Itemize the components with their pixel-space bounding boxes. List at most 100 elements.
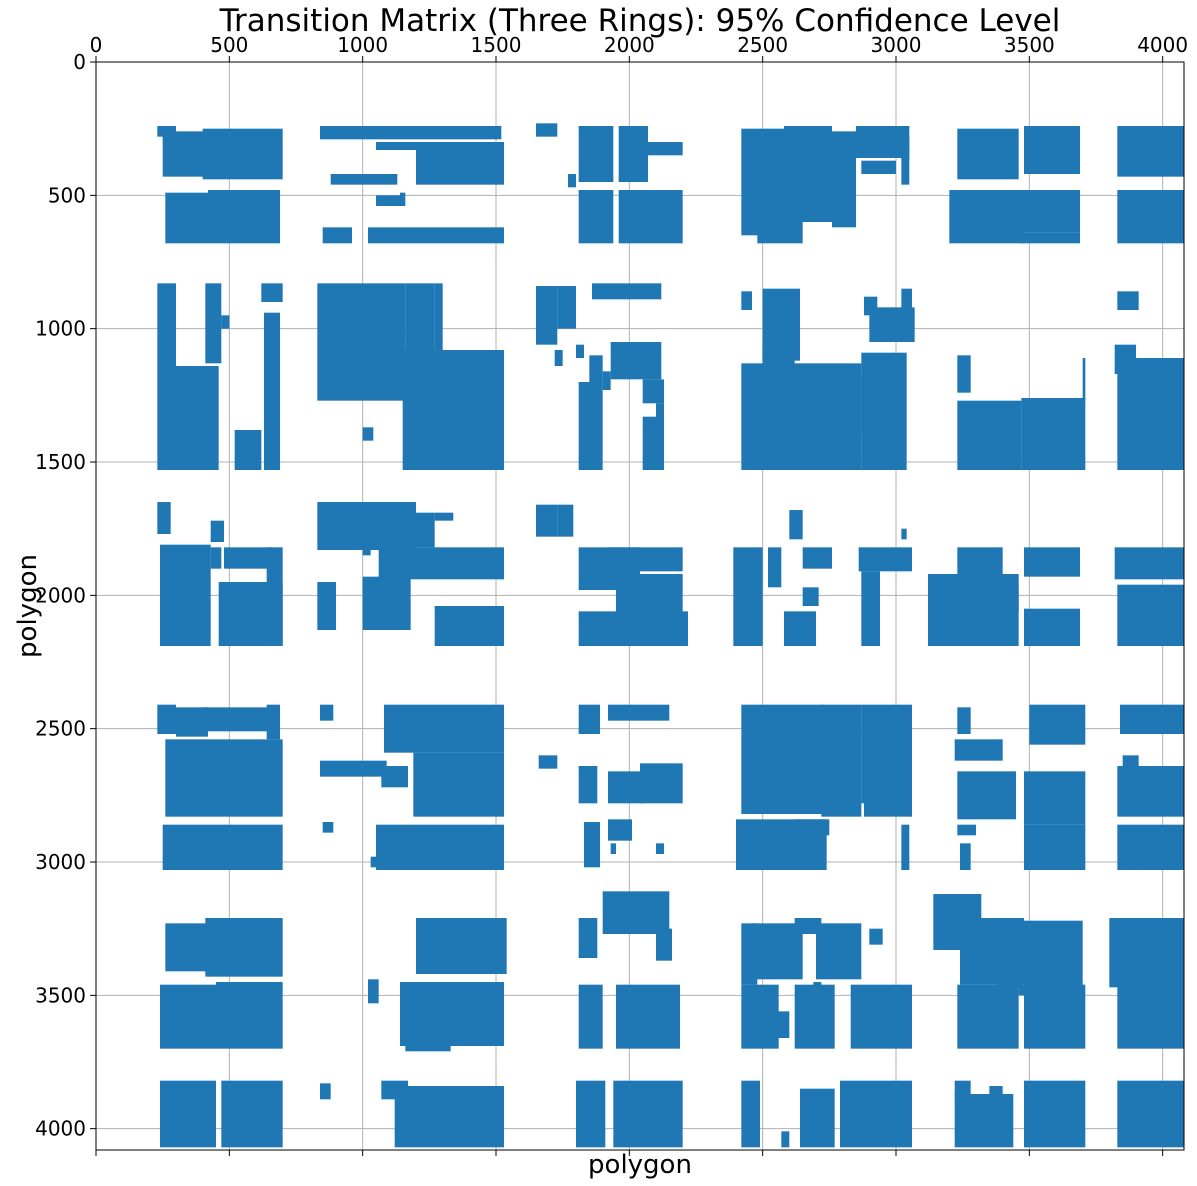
- scatter-region-0-185: [794, 984, 835, 1049]
- x-tick-label: 2500: [737, 33, 788, 57]
- scatter-region-0-43: [434, 283, 443, 356]
- scatter-region-0-31: [1021, 232, 1080, 244]
- scatter-region-0-53: [602, 371, 611, 390]
- scatter-region-0-119: [320, 704, 334, 721]
- scatter-region-0-170: [578, 984, 603, 1049]
- y-axis-ticks: 0 500 1000 1500 2000 2500 3000 3500 4000: [35, 50, 96, 1141]
- scatter-region-0-6: [376, 142, 430, 150]
- scatter-region-0-113: [157, 704, 176, 734]
- scatter-region-0-96: [616, 574, 683, 646]
- scatter-region-0-142: [861, 704, 912, 804]
- scatter-region-0-134: [640, 763, 683, 804]
- scatter-region-0-203: [954, 1094, 1014, 1148]
- scatter-region-0-200: [800, 1088, 835, 1148]
- scatter-region-0-201: [840, 1080, 912, 1148]
- scatter-region-0-181: [997, 971, 1022, 988]
- scatter-region-0-45: [362, 427, 374, 441]
- scatter-region-0-195: [394, 1086, 504, 1148]
- scatter-region-0-50: [578, 382, 603, 470]
- scatter-region-0-36: [205, 283, 222, 364]
- scatter-region-0-144: [901, 824, 910, 870]
- scatter-region-0-175: [816, 923, 862, 980]
- scatter-region-0-98: [733, 547, 763, 646]
- scatter-region-0-85: [317, 582, 336, 630]
- scatter-region-0-120: [320, 760, 387, 777]
- scatter-region-0-39: [261, 283, 283, 302]
- y-tick-label: 4000: [35, 1117, 86, 1141]
- scatter-region-0-54: [610, 342, 662, 380]
- scatter-region-0-35: [165, 366, 219, 470]
- scatter-region-0-26: [901, 136, 910, 185]
- scatter-region-0-15: [578, 126, 614, 182]
- scatter-region-0-138: [741, 704, 824, 814]
- scatter-region-0-25: [861, 160, 896, 174]
- scatter-region-0-187: [957, 984, 1019, 1049]
- scatter-region-0-74: [1117, 358, 1184, 470]
- scatter-region-0-197: [613, 1080, 683, 1148]
- scatter-region-0-95: [608, 547, 683, 572]
- scatter-region-0-149: [960, 843, 971, 870]
- scatter-region-0-83: [416, 512, 435, 548]
- scatter-region-0-30: [1024, 190, 1080, 233]
- scatter-region-0-100: [802, 547, 832, 569]
- scatter-region-0-171: [616, 984, 680, 1049]
- scatter-region-0-101: [784, 611, 816, 646]
- scatter-region-0-11: [322, 227, 352, 244]
- scatter-region-0-103: [858, 547, 912, 572]
- scatter-region-0-44: [402, 350, 504, 470]
- scatter-region-0-105: [901, 528, 907, 540]
- scatter-region-0-29: [1024, 126, 1080, 174]
- scatter-region-0-108: [997, 584, 1019, 612]
- scatter-region-0-111: [1114, 547, 1184, 580]
- x-tick-label: 0: [90, 33, 103, 57]
- scatter-region-0-193: [320, 1083, 331, 1100]
- scatter-region-0-129: [578, 704, 600, 734]
- scatter-region-0-117: [266, 704, 280, 740]
- scatter-region-0-166: [405, 1038, 451, 1052]
- scatter-region-0-148: [957, 824, 976, 836]
- scatter-region-0-48: [554, 350, 563, 366]
- scatter-region-0-157: [1122, 856, 1139, 868]
- scatter-region-0-191: [160, 1080, 216, 1148]
- scatter-region-0-109: [1024, 547, 1080, 577]
- scatter-region-0-102: [802, 587, 819, 606]
- scatter-region-0-55: [642, 379, 664, 404]
- scatter-region-0-136: [656, 843, 664, 854]
- x-tick-label: 4000: [1137, 33, 1188, 57]
- scatter-region-0-189: [1024, 984, 1086, 1049]
- scatter-region-0-121: [384, 704, 504, 753]
- scatter-region-0-89: [434, 606, 504, 646]
- y-tick-label: 0: [73, 50, 86, 74]
- scatter-region-0-90: [469, 624, 494, 638]
- scatter-region-0-52: [592, 283, 662, 300]
- scatter-region-0-125: [322, 822, 334, 833]
- scatter-region-0-86: [362, 542, 371, 556]
- x-tick-label: 1500: [471, 33, 522, 57]
- scatter-region-0-165: [400, 982, 504, 1046]
- scatter-region-0-8: [416, 142, 504, 185]
- scatter-region-0-12: [368, 227, 504, 244]
- scatter-region-0-84: [434, 512, 454, 521]
- scatter-region-0-137: [610, 843, 616, 854]
- scatter-region-0-99: [768, 547, 782, 588]
- scatter-region-0-206: [1117, 1080, 1184, 1148]
- y-tick-label: 1500: [35, 450, 86, 474]
- scatter-region-0-4: [208, 190, 280, 244]
- scatter-region-0-135: [608, 819, 632, 841]
- scatter-region-0-40: [264, 312, 280, 470]
- scatter-region-0-72: [1117, 291, 1139, 310]
- scatter-region-0-155: [1117, 766, 1184, 817]
- scatter-region-0-151: [1024, 771, 1086, 825]
- y-tick-label: 3000: [35, 850, 86, 874]
- x-axis-ticks: 0 500 1000 1500 2000 2500 3000 3500 4000: [90, 33, 1188, 1156]
- scatter-region-0-92: [557, 504, 574, 537]
- scatter-region-0-49: [576, 344, 584, 358]
- scatter-region-0-196: [576, 1080, 606, 1148]
- scatter-region-0-186: [850, 984, 912, 1049]
- scatter-region-0-146: [954, 739, 1003, 761]
- scatter-region-0-70: [1021, 398, 1086, 470]
- scatter-region-0-23: [832, 131, 856, 228]
- scatter-region-0-97: [789, 510, 803, 540]
- scatter-region-0-110: [1024, 608, 1080, 646]
- scatter-region-0-177: [869, 928, 883, 945]
